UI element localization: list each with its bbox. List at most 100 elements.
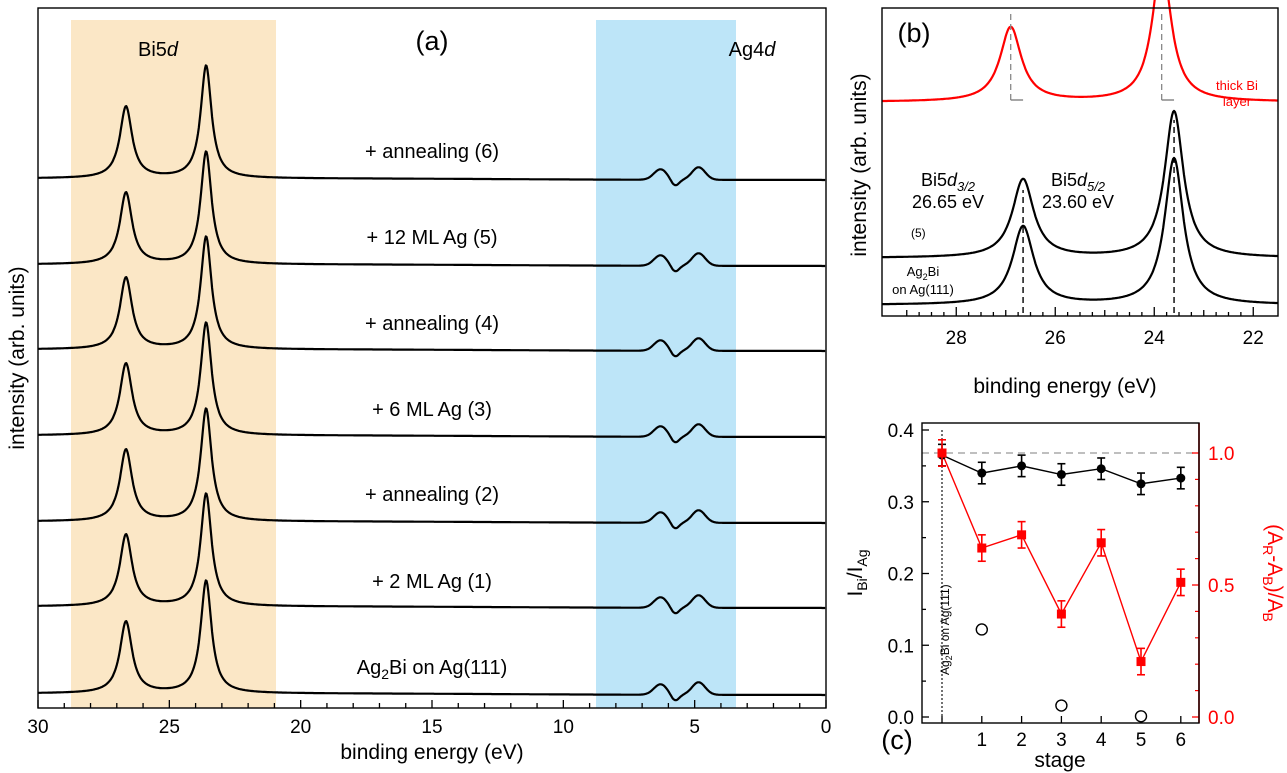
panel-a-x-tick-label-1: 25 (159, 717, 180, 738)
panel-a-series-label-3: + 6 ML Ag (3) (372, 399, 492, 421)
panel-c-label: (c) (881, 725, 912, 755)
panel-c-y-tick-label-left-1: 0.1 (888, 636, 914, 657)
panel-b-trace-1 (881, 109, 1279, 259)
panel-a-series-label-rest: Bi on Ag(111) (389, 657, 507, 679)
panel-a-trace-4 (37, 235, 826, 358)
panel-b-trace-2 (881, 0, 1279, 103)
panel-c-plot: 0.0 0.1 0.2 0.3 0.4 0.0 0.5 1.0 1 2 3 4 5 6 (888, 421, 1235, 751)
panel-a-series-label-main: + 2 ML Ag (1) (372, 571, 492, 593)
panel-a-series-label-4: + annealing (4) (365, 313, 499, 335)
panel-a-series-label-main: + annealing (6) (365, 141, 499, 163)
panel-a-x-tick-label-3: 15 (421, 717, 442, 738)
panel-c-x-tick-label-3: 3 (1056, 730, 1067, 751)
panel-c-y-tick-label-right-0: 0.0 (1208, 708, 1234, 729)
panel-b-x-tick-label-1: 26 (1045, 328, 1066, 349)
panel-a-series-label-main: + 6 ML Ag (3) (372, 399, 492, 421)
panel-b-frame (881, 7, 1279, 317)
panel-c-point-ratio-6 (1176, 473, 1186, 483)
series-5-label: (5) (911, 226, 926, 240)
panel-c-point-open-1 (1055, 699, 1068, 712)
panel-a-y-label: intensity (arb. units) (6, 266, 29, 449)
panel-b-traces (881, 0, 1279, 313)
panel-c-point-asym-2 (1017, 530, 1027, 540)
ag4d-label: Ag4d (729, 39, 777, 61)
panel-a-x-tick-label-4: 10 (553, 717, 574, 738)
thick-bi-label-line1: thick Bi (1216, 78, 1258, 93)
panel-b-label: (b) (898, 18, 931, 48)
panel-b-x-tick-label-3: 22 (1243, 328, 1264, 349)
ag4d-region (596, 20, 736, 708)
panel-a-trace-2 (37, 407, 826, 530)
panel-a-series-label-5: + 12 ML Ag (5) (367, 227, 498, 249)
panel-c-point-asym-5 (1136, 657, 1146, 667)
bi5d32-label: Bi5d3/2 (921, 170, 976, 194)
panel-a-series-label-1: + 2 ML Ag (1) (372, 571, 492, 593)
ag2bi-label-line2: on Ag(111) (892, 282, 954, 297)
panel-c-x-tick-label-2: 2 (1016, 730, 1027, 751)
panel-c-y-label-left: IBi/IAg (844, 549, 870, 596)
panel-a-x-ticks: 30 25 20 15 10 5 0 (27, 700, 831, 738)
ag2bi-label-line1: Ag2Bi (907, 264, 940, 282)
panel-b: 28 26 24 22 (b) Bi5d3/2 26.65 eV Bi5d5/2 23… (848, 0, 1279, 398)
panel-a-trace-0 (37, 579, 826, 702)
panel-a-series-label-main: + 12 ML Ag (5) (367, 227, 498, 249)
panel-b-x-label: binding energy (eV) (973, 375, 1156, 398)
panel-c-point-asym-6 (1176, 577, 1186, 587)
panel-c-point-ratio-3 (1056, 469, 1066, 479)
panel-a-series-label-main: Ag (357, 657, 381, 679)
panel-c-y-tick-label-left-2: 0.2 (888, 565, 914, 586)
panel-a-series-label-6: + annealing (6) (365, 141, 499, 163)
panel-c-x-tick-label-6: 6 (1176, 730, 1187, 751)
panel-c-point-ratio-2 (1017, 461, 1027, 471)
panel-a: 30 25 20 15 10 5 0 (a) Bi5d Ag4d Ag2Bi on Ag(1… (6, 7, 831, 764)
panel-c-y-tick-label-right-2: 1.0 (1208, 444, 1234, 465)
panel-c-point-asym-0 (937, 448, 947, 458)
panel-b-x-ticks: 28 26 24 22 (906, 307, 1264, 349)
panel-a-x-tick-label-0: 30 (27, 717, 48, 738)
panel-a-x-tick-label-5: 5 (689, 717, 700, 738)
panel-a-trace-5 (37, 150, 826, 273)
panel-a-label: (a) (416, 26, 449, 56)
bi5d-label: Bi5d (138, 39, 179, 61)
panel-c-x-label: stage (1034, 749, 1085, 772)
panel-a-series-label-sub: 2 (381, 666, 389, 682)
panel-c-y-tick-label-left-4: 0.4 (888, 421, 915, 442)
thick-bi-label-line2: layer (1223, 94, 1252, 109)
bi5d32-value: 26.65 eV (912, 192, 984, 212)
panel-a-series-label-2: + annealing (2) (365, 484, 499, 506)
panel-a-series-label-0: Ag2Bi on Ag(111) (357, 657, 508, 682)
panel-a-trace-3 (37, 321, 826, 444)
panel-c-point-open-0 (975, 623, 988, 636)
panel-c-point-asym-1 (977, 543, 987, 553)
panel-c-y-label-right: (AR-AB)/AB (1260, 524, 1286, 622)
panel-b-trace-0 (881, 156, 1279, 306)
panel-c-x-tick-label-4: 4 (1096, 730, 1107, 751)
panel-c-y-tick-label-left-0: 0.0 (888, 708, 914, 729)
panel-c-x-tick-label-5: 5 (1136, 730, 1147, 751)
panel-c-point-ratio-4 (1096, 464, 1106, 474)
panel-a-x-tick-label-2: 20 (290, 717, 311, 738)
panel-c-point-asym-4 (1096, 538, 1106, 548)
panel-b-x-tick-label-0: 28 (946, 328, 967, 349)
panel-c: 0.0 0.1 0.2 0.3 0.4 0.0 0.5 1.0 1 2 3 4 5 6 (c) stage… (844, 421, 1286, 772)
panel-c-y-tick-label-left-3: 0.3 (888, 493, 914, 514)
panel-c-frame (921, 422, 1200, 724)
panel-a-series-label-main: + annealing (4) (365, 313, 499, 335)
panel-a-traces (37, 64, 826, 702)
panel-a-x-label: binding energy (eV) (340, 741, 523, 764)
bi5d-region (71, 20, 276, 708)
panel-a-series-labels: Ag2Bi on Ag(111) + 2 ML Ag (1) + annealing… (357, 141, 508, 682)
panel-c-point-open-2 (1134, 710, 1148, 723)
panel-a-series-label-main: + annealing (2) (365, 484, 499, 506)
panel-b-x-tick-label-2: 24 (1144, 328, 1166, 349)
panel-c-vline-label: Ag2Bi on Ag(111) (938, 584, 954, 675)
bi5d52-label: Bi5d5/2 (1051, 170, 1106, 194)
panel-c-x-tick-label-1: 1 (977, 730, 988, 751)
bi5d52-value: 23.60 eV (1042, 192, 1114, 212)
panel-a-x-tick-label-6: 0 (821, 717, 832, 738)
panel-c-y-tick-label-right-1: 0.5 (1208, 576, 1234, 597)
panel-b-y-label: intensity (arb. units) (848, 73, 871, 256)
panel-a-trace-6 (37, 64, 826, 187)
panel-c-point-ratio-5 (1136, 479, 1146, 489)
